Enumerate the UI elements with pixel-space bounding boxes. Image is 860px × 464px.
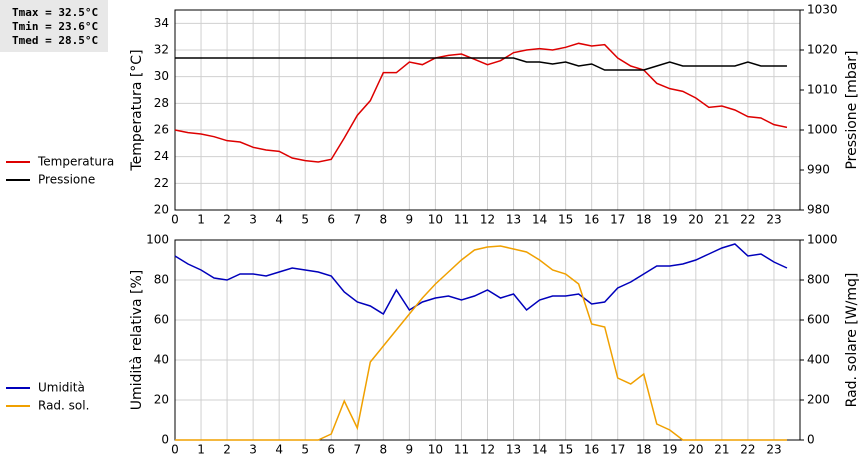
y2-tick-label: 0 (807, 433, 815, 447)
y-tick-label: 22 (154, 176, 169, 190)
x-tick-label: 12 (480, 443, 495, 457)
y2-tick-label: 200 (807, 393, 830, 407)
legend-label: Umidità (38, 381, 85, 395)
x-tick-label: 20 (688, 213, 703, 227)
x-tick-label: 15 (558, 443, 573, 457)
y-tick-label: 20 (154, 393, 169, 407)
y-axis-label: Temperatura [°C] (129, 49, 145, 171)
x-tick-label: 21 (714, 213, 729, 227)
x-tick-label: 7 (353, 443, 361, 457)
x-tick-label: 16 (584, 443, 599, 457)
y2-tick-label: 980 (807, 203, 830, 217)
x-tick-label: 9 (406, 213, 414, 227)
stat-text: Tmax = 32.5°C (12, 6, 98, 19)
x-tick-label: 18 (636, 213, 651, 227)
x-tick-label: 2 (223, 443, 231, 457)
x-tick-label: 11 (454, 443, 469, 457)
x-tick-label: 19 (662, 213, 677, 227)
y2-tick-label: 1000 (807, 123, 838, 137)
stats-box (0, 0, 108, 52)
x-tick-label: 2 (223, 213, 231, 227)
series-line (174, 42, 788, 163)
x-tick-label: 3 (249, 213, 257, 227)
x-tick-label: 13 (506, 213, 521, 227)
x-tick-label: 9 (406, 443, 414, 457)
x-tick-label: 22 (740, 443, 755, 457)
y2-tick-label: 1010 (807, 83, 838, 97)
y-tick-label: 28 (154, 96, 169, 110)
stat-text: Tmed = 28.5°C (12, 34, 98, 47)
y-tick-label: 0 (161, 433, 169, 447)
x-tick-label: 6 (327, 213, 335, 227)
x-tick-label: 16 (584, 213, 599, 227)
x-tick-label: 23 (766, 443, 781, 457)
x-tick-label: 6 (327, 443, 335, 457)
y-tick-label: 34 (154, 16, 169, 30)
x-tick-label: 1 (197, 443, 205, 457)
y2-tick-label: 1030 (807, 3, 838, 17)
x-tick-label: 17 (610, 443, 625, 457)
plot-frame (174, 9, 801, 211)
stat-text: Tmin = 23.6°C (12, 20, 98, 33)
legend-label: Pressione (38, 173, 95, 187)
x-tick-label: 5 (301, 213, 309, 227)
y-tick-label: 24 (154, 149, 169, 163)
x-tick-label: 21 (714, 443, 729, 457)
x-tick-label: 8 (380, 213, 388, 227)
x-tick-label: 14 (532, 443, 547, 457)
y-tick-label: 100 (146, 233, 169, 247)
y2-tick-label: 800 (807, 273, 830, 287)
x-tick-label: 4 (275, 443, 283, 457)
y-tick-label: 80 (154, 273, 169, 287)
y2-tick-label: 1000 (807, 233, 838, 247)
x-tick-label: 0 (171, 443, 179, 457)
x-tick-label: 12 (480, 213, 495, 227)
x-tick-label: 13 (506, 443, 521, 457)
x-tick-label: 15 (558, 213, 573, 227)
y2-tick-label: 600 (807, 313, 830, 327)
y2-axis-label: Pressione [mbar] (844, 50, 860, 169)
series-line (175, 245, 787, 441)
x-tick-label: 3 (249, 443, 257, 457)
x-tick-label: 19 (662, 443, 677, 457)
plot-frame (174, 239, 801, 441)
x-tick-label: 10 (428, 213, 443, 227)
x-tick-label: 23 (766, 213, 781, 227)
y-tick-label: 40 (154, 353, 169, 367)
y-tick-label: 30 (154, 69, 169, 83)
x-tick-label: 20 (688, 443, 703, 457)
x-tick-label: 22 (740, 213, 755, 227)
y2-tick-label: 1020 (807, 43, 838, 57)
y-tick-label: 20 (154, 203, 169, 217)
y2-tick-label: 990 (807, 163, 830, 177)
x-tick-label: 8 (380, 443, 388, 457)
x-tick-label: 4 (275, 213, 283, 227)
series-line (174, 243, 788, 316)
y-axis-label: Umidità relativa [%] (129, 270, 145, 411)
y-tick-label: 32 (154, 43, 169, 57)
x-tick-label: 10 (428, 443, 443, 457)
y-tick-label: 60 (154, 313, 169, 327)
x-tick-label: 14 (532, 213, 547, 227)
y-tick-label: 26 (154, 123, 169, 137)
y2-axis-label: Rad. solare [W/mq] (844, 273, 860, 408)
x-tick-label: 11 (454, 213, 469, 227)
y2-tick-label: 400 (807, 353, 830, 367)
x-tick-label: 5 (301, 443, 309, 457)
legend-label: Temperatura (37, 155, 114, 169)
series-line (175, 57, 787, 71)
x-tick-label: 18 (636, 443, 651, 457)
x-tick-label: 17 (610, 213, 625, 227)
x-tick-label: 0 (171, 213, 179, 227)
legend-label: Rad. sol. (38, 399, 89, 413)
x-tick-label: 7 (353, 213, 361, 227)
x-tick-label: 1 (197, 213, 205, 227)
